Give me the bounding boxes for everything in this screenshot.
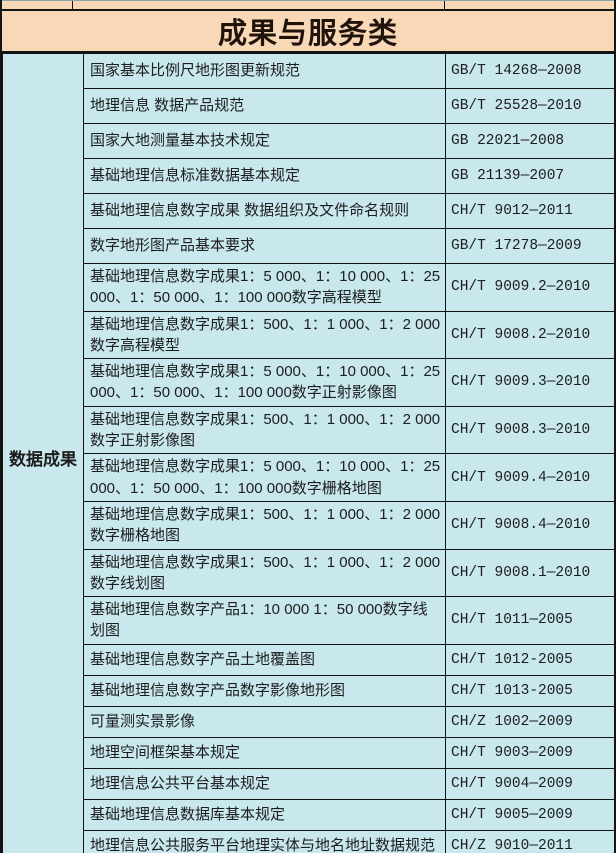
section-header: 成果与服务类 — [2, 11, 614, 53]
standard-code-cell: CH/T 9009.3—2010 — [445, 358, 614, 407]
standard-code-cell: CH/T 1011—2005 — [445, 596, 614, 645]
standard-name-cell: 基础地理信息数字成果1：500、1：1 000、1：2 000数字线划图 — [83, 548, 446, 598]
standard-name-cell: 基础地理信息数字产品数字影像地形图 — [83, 674, 446, 707]
standard-code-cell: GB 22021—2008 — [445, 123, 614, 159]
standard-code-cell: CH/T 1012-2005 — [445, 643, 614, 676]
standard-row: 基础地理信息数字成果1：500、1：1 000、1：2 000数字高程模型 CH/… — [3, 310, 614, 360]
standard-row: 基础地理信息数字产品数字影像地形图 CH/T 1013-2005 — [3, 674, 614, 707]
standard-row: 国家大地测量基本技术规定 GB 22021—2008 — [3, 123, 614, 159]
standard-name-cell: 地理信息公共平台基本规定 — [83, 767, 446, 800]
section-title: 成果与服务类 — [217, 18, 398, 50]
standard-code-cell: CH/T 1013-2005 — [445, 674, 614, 707]
standard-name-cell: 基础地理信息数字产品1：10 000 1：50 000数字线划图 — [83, 596, 446, 645]
standard-name-cell: 地理空间框架基本规定 — [83, 736, 446, 769]
category-cell: 数据成果 — [2, 53, 84, 853]
standard-code-cell: CH/T 9003—2009 — [445, 736, 614, 769]
standard-code-cell: CH/T 9008.3—2010 — [445, 405, 614, 455]
standard-code-cell: CH/T 9008.1—2010 — [445, 548, 614, 598]
standard-row: 地理信息公共服务平台地理实体与地名地址数据规范 CH/Z 9010—2011 — [3, 829, 614, 853]
standard-row: 数据成果 国家基本比例尺地形图更新规范 GB/T 14268—2008 — [2, 53, 614, 853]
standard-row: 基础地理信息数字成果1：500、1：1 000、1：2 000数字正射影像图 CH… — [3, 405, 614, 455]
standard-code-cell: GB/T 17278—2009 — [445, 228, 614, 264]
standard-code-cell: CH/T 9005—2009 — [445, 798, 614, 831]
standard-row: 基础地理信息数字成果1：500、1：1 000、1：2 000数字线划图 CH/T… — [3, 548, 614, 598]
standard-name-cell: 数字地形图产品基本要求 — [83, 228, 446, 264]
standard-row: 地理空间框架基本规定 CH/T 9003—2009 — [3, 736, 614, 769]
standard-name-cell: 国家大地测量基本技术规定 — [83, 123, 446, 159]
standard-name-cell: 基础地理信息数字成果1：500、1：1 000、1：2 000数字正射影像图 — [83, 405, 446, 455]
standard-row: 基础地理信息数字成果1：5 000、1：10 000、1：25 000、1：50… — [3, 263, 614, 312]
standard-row: 地理信息 数据产品规范 GB/T 25528—2010 — [3, 88, 614, 124]
standard-code-cell: CH/T 9004—2009 — [445, 767, 614, 800]
standard-row: 基础地理信息标准数据基本规定 GB 21139—2007 — [3, 158, 614, 194]
standard-row: 基础地理信息数字成果 数据组织及文件命名规则 CH/T 9012—2011 — [3, 193, 614, 229]
standard-name-cell: 基础地理信息数据库基本规定 — [83, 798, 446, 831]
standard-code-cell: GB/T 25528—2010 — [445, 88, 614, 124]
standard-row: 基础地理信息数据库基本规定 CH/T 9005—2009 — [3, 798, 614, 831]
standard-name-cell: 可量测实景影像 — [83, 705, 446, 738]
standard-code-cell: CH/T 9008.2—2010 — [445, 310, 614, 360]
standard-name-cell: 基础地理信息标准数据基本规定 — [83, 158, 446, 194]
cropped-row-above — [2, 0, 614, 11]
standard-row: 数字地形图产品基本要求 GB/T 17278—2009 — [3, 228, 614, 264]
standard-row: 地理信息公共平台基本规定 CH/T 9004—2009 — [3, 767, 614, 800]
standard-row: 可量测实景影像 CH/Z 1002—2009 — [3, 705, 614, 738]
standard-code-cell: CH/Z 9010—2011 — [445, 829, 614, 853]
standard-name-cell: 基础地理信息数字成果1：5 000、1：10 000、1：25 000、1：50… — [83, 263, 446, 312]
standard-row: 基础地理信息数字产品1：10 000 1：50 000数字线划图 CH/T 101… — [3, 596, 614, 645]
standard-code-cell: CH/T 9009.2—2010 — [445, 263, 614, 312]
standards-table: 数据成果 国家基本比例尺地形图更新规范 GB/T 14268—2008 地理信息 数据… — [2, 53, 614, 853]
cropped-cell-middle — [73, 1, 445, 9]
standard-name-cell: 国家基本比例尺地形图更新规范 — [83, 53, 446, 89]
standard-row: 基础地理信息数字成果1：5 000、1：10 000、1：25 000、1：50… — [3, 453, 614, 502]
standard-name-cell: 基础地理信息数字产品土地覆盖图 — [83, 643, 446, 676]
standard-code-cell: CH/T 9008.4—2010 — [445, 500, 614, 550]
standard-name-cell: 基础地理信息数字成果1：500、1：1 000、1：2 000数字高程模型 — [83, 310, 446, 360]
standard-name-cell: 地理信息 数据产品规范 — [83, 88, 446, 124]
standard-row: 基础地理信息数字成果1：5 000、1：10 000、1：25 000、1：50… — [3, 358, 614, 407]
cropped-cell-right — [445, 1, 614, 9]
standard-code-cell: CH/Z 1002—2009 — [445, 705, 614, 738]
standard-code-cell: CH/T 9012—2011 — [445, 193, 614, 229]
standard-name-cell: 基础地理信息数字成果1：500、1：1 000、1：2 000数字栅格地图 — [83, 500, 446, 550]
standard-row: 基础地理信息数字产品土地覆盖图 CH/T 1012-2005 — [3, 643, 614, 676]
standard-code-cell: GB/T 14268—2008 — [445, 53, 614, 89]
standard-name-cell: 基础地理信息数字成果1：5 000、1：10 000、1：25 000、1：50… — [83, 453, 446, 502]
standard-name-cell: 基础地理信息数字成果1：5 000、1：10 000、1：25 000、1：50… — [83, 358, 446, 407]
standard-code-cell: GB 21139—2007 — [445, 158, 614, 194]
cropped-cell-left — [2, 1, 73, 9]
standard-name-cell: 地理信息公共服务平台地理实体与地名地址数据规范 — [83, 829, 446, 853]
standard-row: 基础地理信息数字成果1：500、1：1 000、1：2 000数字栅格地图 CH/… — [3, 500, 614, 550]
standard-name-cell: 基础地理信息数字成果 数据组织及文件命名规则 — [83, 193, 446, 229]
standard-code-cell: CH/T 9009.4—2010 — [445, 453, 614, 502]
standards-table-body: 数据成果 国家基本比例尺地形图更新规范 GB/T 14268—2008 地理信息 数据… — [2, 53, 614, 853]
